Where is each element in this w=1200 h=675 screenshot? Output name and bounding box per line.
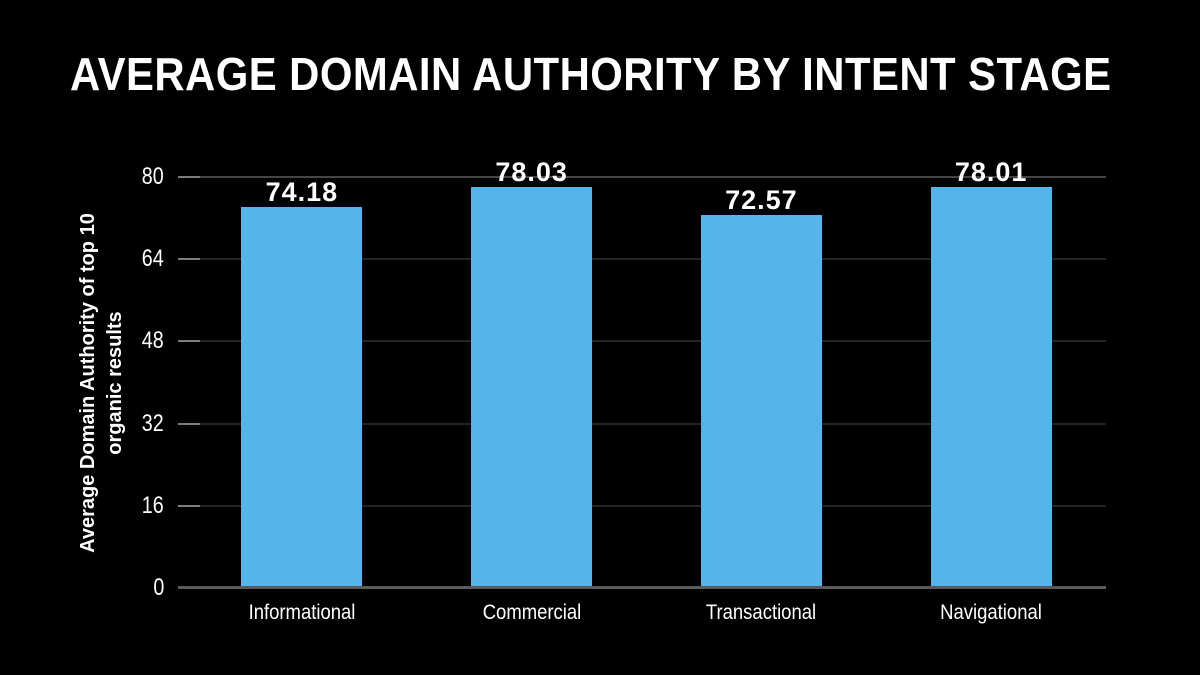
- y-axis-title: Average Domain Authority of top 10 organ…: [75, 168, 129, 598]
- y-tick: [178, 340, 200, 343]
- bar: [930, 187, 1052, 588]
- y-tick-label: 0: [153, 574, 164, 601]
- gridline: [200, 422, 1106, 425]
- bar: [471, 187, 593, 588]
- y-axis-title-line-2: organic results: [104, 311, 126, 455]
- y-tick-label: 80: [142, 163, 164, 190]
- bar-value-label: 72.57: [725, 185, 798, 216]
- y-axis-title-line-1: Average Domain Authority of top 10: [77, 213, 99, 553]
- y-tick-label: 48: [142, 327, 164, 355]
- bar: [241, 206, 363, 588]
- y-tick-label: 32: [142, 409, 164, 437]
- x-category-label: Informational: [248, 601, 356, 624]
- gridline: [200, 340, 1106, 343]
- y-tick: [178, 504, 200, 507]
- gridline: [200, 258, 1106, 261]
- gridline: [200, 504, 1106, 507]
- y-tick: [178, 176, 200, 178]
- gridline: [200, 176, 1106, 178]
- chart-title: AVERAGE DOMAIN AUTHORITY BY INTENT STAGE: [70, 48, 1112, 100]
- bar-value-label: 74.18: [265, 176, 339, 207]
- bar: [700, 215, 822, 588]
- y-tick: [178, 258, 200, 261]
- y-tick: [178, 422, 200, 425]
- y-tick-label: 16: [142, 491, 164, 519]
- y-tick-label: 64: [142, 245, 164, 273]
- x-category-label: Navigational: [940, 601, 1042, 624]
- bar-value-label: 78.03: [495, 157, 568, 188]
- bar-value-label: 78.01: [954, 157, 1028, 188]
- x-axis-line: [178, 586, 1106, 589]
- x-category-label: Commercial: [482, 601, 581, 624]
- x-category-label: Transactional: [706, 601, 817, 624]
